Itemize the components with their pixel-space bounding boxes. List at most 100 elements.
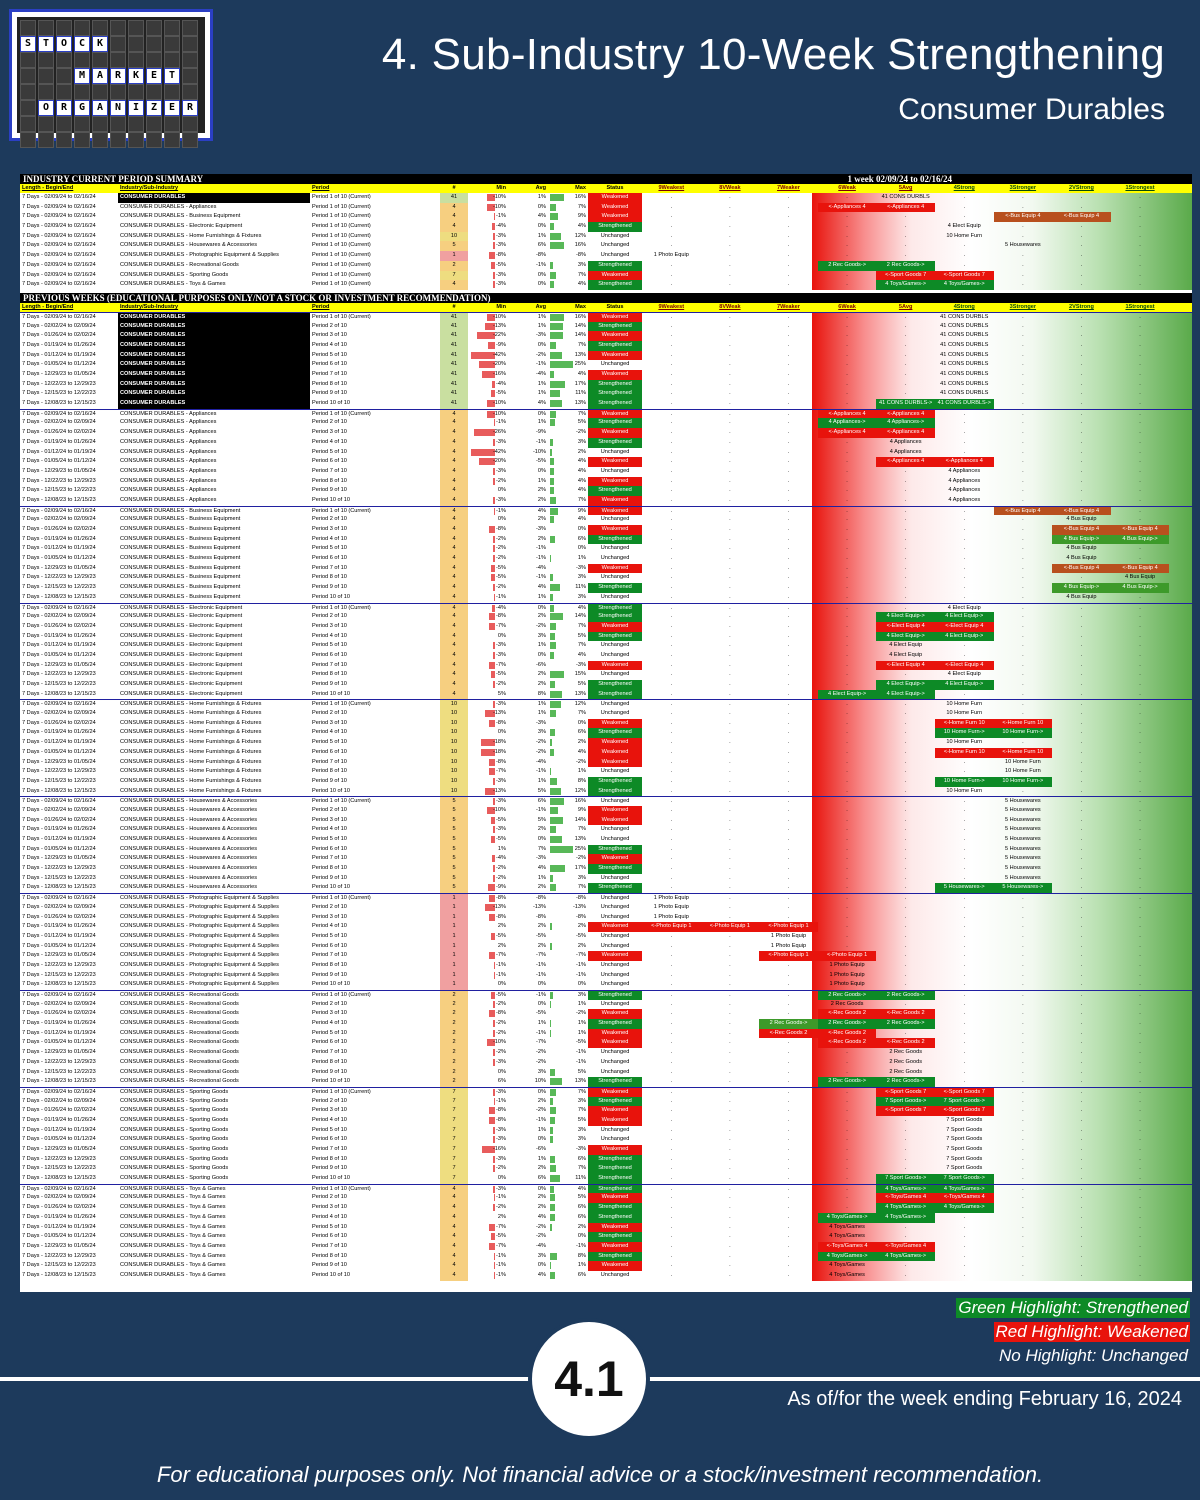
cell-period: Period 6 of 10 — [312, 748, 347, 755]
cell-min: -18% — [468, 748, 508, 758]
status-badge: Unchanged — [588, 970, 642, 981]
tier-cell: . — [670, 213, 673, 220]
tier-cell: . — [1022, 992, 1024, 998]
cell-avg: -1% — [536, 361, 546, 368]
max-value: 14% — [574, 332, 586, 339]
logo-cell — [74, 20, 90, 36]
tier-cell: . — [729, 681, 731, 687]
table-row: 7 Days - 02/02/24 to 02/09/24 CONSUMER DU… — [20, 1096, 1192, 1107]
logo-cell — [164, 52, 180, 68]
status-badge: Weakened — [588, 1145, 642, 1155]
tier-cell: 4 Appliances — [948, 487, 981, 494]
cell-count: 5 — [440, 854, 468, 865]
min-bar — [492, 642, 495, 650]
max-bar — [550, 261, 553, 269]
table-row: 7 Days - 12/15/23 to 12/22/23 CONSUMER DU… — [20, 970, 1192, 981]
cell-min: -7% — [468, 1242, 508, 1252]
table-row: 7 Days - 12/08/23 to 12/15/23 CONSUMER DU… — [20, 980, 1192, 990]
tier-cell: . — [846, 681, 848, 687]
tier-cell: . — [963, 252, 966, 259]
cell-industry: CONSUMER DURABLES - Housewares & Accesso… — [120, 242, 258, 249]
cell-period: Period 1 of 10 (Current) — [312, 261, 371, 268]
table-row: 7 Days - 12/29/23 to 01/05/24 CONSUMER DU… — [20, 757, 1192, 768]
tier-cell: . — [670, 992, 673, 998]
tier-cell: . — [1139, 390, 1141, 397]
max-bar — [550, 816, 563, 824]
tier-cell: . — [846, 223, 848, 230]
tier-cell: . — [787, 971, 790, 978]
tier-cell: 4 Elect Equip-> — [876, 612, 935, 622]
tier-cell: . — [846, 719, 848, 726]
tier-cell: 41 CONS DURBLS — [940, 322, 989, 329]
tier-cell: 4 Bus Equip-> — [1110, 534, 1170, 545]
min-value: -1% — [496, 1097, 506, 1104]
cell-industry: CONSUMER DURABLES - Photographic Equipme… — [120, 961, 279, 968]
tier-cell: . — [787, 613, 790, 620]
tier-cell: <-Bus Equip 4 — [1110, 525, 1170, 535]
tier-cell: . — [670, 545, 673, 552]
tier-cell: . — [1139, 1185, 1141, 1192]
tier-cell: . — [670, 1078, 673, 1085]
cell-period: Period 7 of 10 — [312, 467, 347, 474]
tier-cell: 2 Rec Goods-> — [876, 1077, 935, 1087]
max-value: 17% — [574, 380, 586, 387]
cell-length: 7 Days - 12/08/23 to 12/15/23 — [22, 593, 96, 600]
cell-max: 4% — [548, 1185, 588, 1194]
logo-cell — [110, 132, 126, 148]
tier-cell: 7 Sport Goods-> — [876, 1174, 935, 1184]
tier-cell: 4 Toys/Games-> — [934, 1184, 994, 1194]
tier-header: 6Weak — [838, 303, 856, 310]
tier-cell: . — [1139, 613, 1141, 620]
logo-cell — [92, 132, 108, 148]
tier-cell: <-Home Furn 10 — [934, 747, 994, 758]
cell-industry: CONSUMER DURABLES - Sporting Goods — [120, 1165, 229, 1172]
tier-cell: . — [1139, 719, 1141, 726]
max-bar — [550, 213, 559, 221]
table-row: 7 Days - 12/15/23 to 12/22/23 CONSUMER DU… — [20, 583, 1192, 593]
cell-max: 4% — [548, 457, 588, 467]
min-value: -3% — [496, 1136, 506, 1143]
max-value: 2% — [577, 739, 586, 746]
cell-min: -1% — [468, 961, 508, 971]
cell-count: 4 — [440, 447, 468, 458]
table-row: 7 Days - 12/15/23 to 12/22/23 CONSUMER DU… — [20, 776, 1192, 787]
tier-cell: . — [963, 913, 966, 920]
cell-count: 4 — [440, 1232, 468, 1242]
min-bar — [487, 400, 495, 408]
max-bar — [550, 874, 553, 882]
cell-avg: -9% — [536, 429, 546, 436]
cell-industry: CONSUMER DURABLES - Home Furnishings & F… — [120, 787, 262, 794]
min-bar — [487, 313, 495, 321]
tier-cell: 4 Toys/Games-> — [876, 280, 935, 290]
tier-cell: . — [1080, 1097, 1083, 1104]
table-row: 7 Days - 01/12/24 to 01/19/24 CONSUMER DU… — [20, 1125, 1192, 1136]
logo-cell — [92, 52, 108, 68]
cell-min: -1% — [468, 1252, 508, 1262]
tier-cell: . — [1022, 223, 1024, 230]
cell-industry: CONSUMER DURABLES - Electronic Equipment — [120, 651, 243, 658]
table-row: 7 Days - 01/12/24 to 01/19/24 CONSUMER DU… — [20, 544, 1192, 555]
cell-max: 6% — [548, 535, 588, 545]
tier-cell: . — [846, 574, 848, 581]
tier-cell: . — [670, 410, 673, 417]
tier-cell: 4 Elect Equip — [947, 604, 981, 611]
tier-cell: 4 Appliances — [889, 438, 922, 445]
cell-industry: CONSUMER DURABLES - Recreational Goods — [120, 1010, 239, 1017]
cell-count: 5 — [440, 241, 468, 252]
cell-max: 6% — [548, 1203, 588, 1213]
cell-industry: CONSUMER DURABLES - Electronic Equipment — [120, 642, 243, 649]
tier-header: 6Weak — [838, 185, 856, 191]
cell-industry: CONSUMER DURABLES - Sporting Goods — [120, 1116, 229, 1123]
table-row: 7 Days - 01/05/24 to 01/12/24 CONSUMER DU… — [20, 1038, 1192, 1049]
tier-cell: . — [1139, 632, 1141, 639]
tier-cell: . — [670, 593, 673, 600]
cell-industry: CONSUMER DURABLES - Photographic Equipme… — [120, 942, 279, 949]
cell-max: 5% — [548, 632, 588, 642]
status-badge: Unchanged — [588, 960, 642, 971]
tier-cell: . — [670, 1020, 673, 1027]
min-bar — [487, 884, 495, 892]
max-bar — [550, 942, 552, 950]
cell-max: 7% — [548, 1088, 588, 1097]
tier-cell: . — [1080, 1010, 1083, 1017]
tier-header: 8VWeak — [719, 185, 741, 191]
